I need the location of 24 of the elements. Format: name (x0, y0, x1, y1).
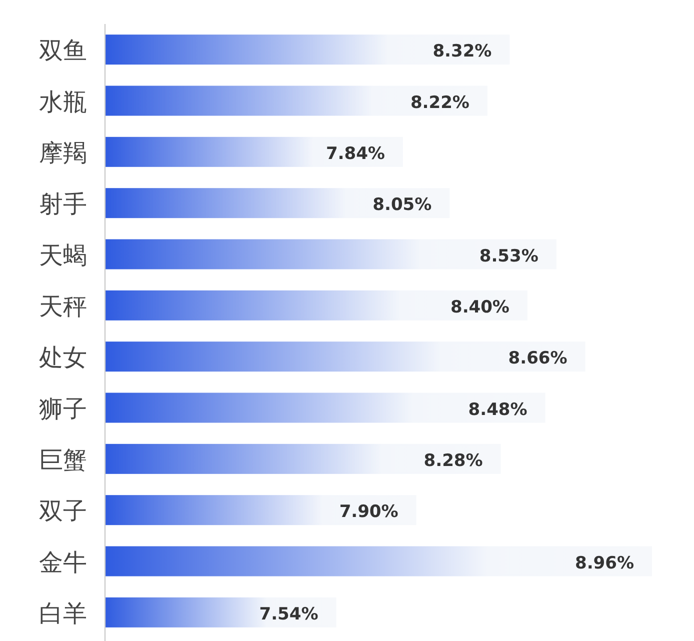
data-label: 8.05% (372, 195, 432, 216)
y-tick-label: 狮子 (39, 394, 87, 423)
y-tick-label: 白羊 (39, 599, 87, 628)
y-tick-label: 摩羯 (39, 138, 87, 167)
data-label: 8.22% (410, 92, 470, 113)
y-tick-label: 天蝎 (39, 241, 87, 270)
data-label: 8.66% (508, 348, 568, 369)
y-tick-label: 水瓶 (39, 88, 87, 116)
y-tick-label: 金牛 (39, 548, 87, 576)
y-tick-label: 巨蟹 (39, 446, 87, 474)
data-label: 8.53% (479, 246, 538, 266)
data-label: 7.90% (339, 502, 398, 522)
y-tick-label: 射手 (39, 190, 87, 218)
data-label: 8.96% (575, 553, 634, 574)
y-tick-label: 处女 (39, 344, 87, 372)
data-label: 8.32% (432, 42, 492, 62)
data-label: 7.54% (259, 604, 318, 624)
y-tick-label: 天秤 (39, 292, 87, 320)
data-label: 8.40% (450, 297, 510, 318)
y-tick-label: 双子 (39, 497, 87, 526)
y-tick-label: 双鱼 (39, 36, 87, 65)
data-label: 7.84% (326, 144, 385, 164)
data-label: 8.48% (468, 400, 528, 420)
data-label: 8.28% (424, 450, 483, 471)
